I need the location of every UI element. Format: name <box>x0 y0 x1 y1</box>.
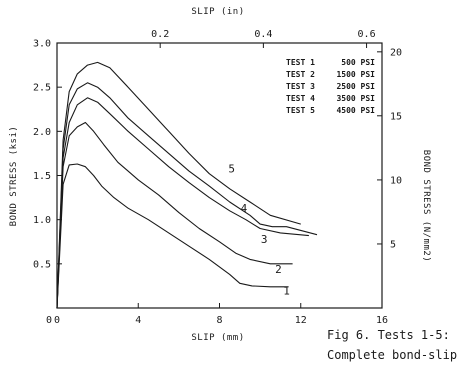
y-axis-title-right: BOND STRESS (N/mm2) <box>421 150 431 262</box>
series-label-test-4: 4 <box>241 202 248 215</box>
origin-label: 0 <box>46 315 52 326</box>
figure-caption-line-1: Fig 6. Tests 1-5: <box>327 328 450 342</box>
bottom-axis-ticks: 0 4 8 12 16 <box>54 303 388 326</box>
right-tick-label-2: 15 <box>390 111 402 122</box>
x-axis-title-bottom: SLIP (mm) <box>191 333 244 343</box>
right-tick-label-1: 10 <box>390 175 402 186</box>
legend-test-3: TEST 3 <box>286 82 315 91</box>
series-label-test-1: 1 <box>283 284 290 297</box>
legend-value-5: 4500 PSI <box>336 106 375 115</box>
top-axis-ticks: 0.2 0.4 0.6 <box>151 29 376 48</box>
series-line-test-4 <box>56 82 318 309</box>
legend-test-2: TEST 2 <box>286 70 315 79</box>
x-tick-label-3: 12 <box>295 315 307 326</box>
figure-caption-line-2: Complete bond-slip <box>327 348 458 362</box>
series-line-test-1 <box>56 163 289 309</box>
x-tick-label-2: 8 <box>216 315 222 326</box>
x-tick-label-4: 16 <box>376 315 388 326</box>
right-axis-ticks: 5 10 15 20 <box>377 47 402 250</box>
plot-frame <box>56 42 383 309</box>
legend-test-4: TEST 4 <box>286 94 315 103</box>
legend-value-1: 500 PSI <box>341 58 375 67</box>
y-tick-label-2: 1.5 <box>33 171 51 182</box>
y-axis-title-left: BOND STRESS (ksi) <box>9 126 19 227</box>
y-tick-label-0: 0.5 <box>33 259 51 270</box>
x-tick-label-0: 0 <box>54 315 60 326</box>
right-tick-label-3: 20 <box>390 47 402 58</box>
series-label-test-5: 5 <box>228 162 235 175</box>
legend-value-3: 2500 PSI <box>336 82 375 91</box>
top-tick-label-0: 0.2 <box>151 29 169 40</box>
x-tick-label-1: 4 <box>135 315 141 326</box>
series-label-test-3: 3 <box>261 233 268 246</box>
legend: TEST 1 500 PSI TEST 2 1500 PSI TEST 3 2500 PS… <box>286 58 375 115</box>
series-line-test-5 <box>56 61 301 309</box>
series-label-test-2: 2 <box>275 263 282 276</box>
y-tick-label-5: 3.0 <box>33 39 51 50</box>
y-tick-label-3: 2.0 <box>33 127 51 138</box>
series-group: 12 3 4 5 <box>56 61 318 309</box>
top-tick-label-2: 0.6 <box>358 29 376 40</box>
legend-value-2: 1500 PSI <box>336 70 375 79</box>
top-tick-label-1: 0.4 <box>254 29 272 40</box>
legend-test-1: TEST 1 <box>286 58 315 67</box>
left-axis-ticks: 0.5 1.0 1.5 2.0 2.5 3.0 0 <box>33 39 62 326</box>
series-line-test-2 <box>56 121 293 309</box>
y-tick-label-1: 1.0 <box>33 215 51 226</box>
legend-test-5: TEST 5 <box>286 106 315 115</box>
x-axis-title-top: SLIP (in) <box>191 7 244 17</box>
right-tick-label-0: 5 <box>390 239 396 250</box>
legend-value-4: 3500 PSI <box>336 94 375 103</box>
series-line-test-3 <box>56 97 309 309</box>
y-tick-label-4: 2.5 <box>33 83 51 94</box>
